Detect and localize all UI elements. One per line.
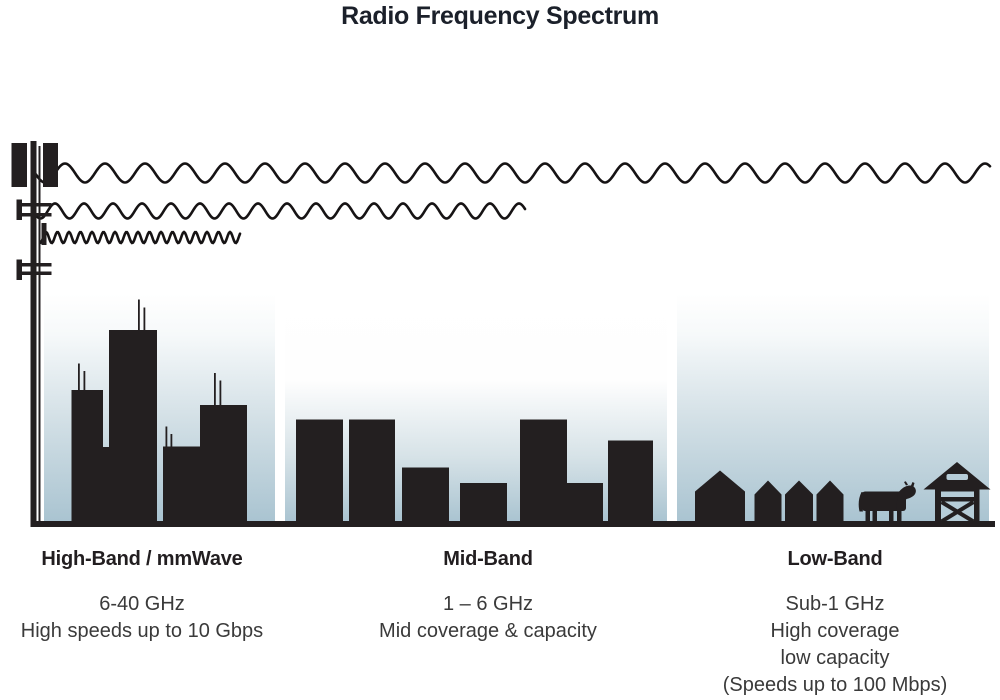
low-band-speed-note: (Speeds up to 100 Mbps) [722, 674, 948, 696]
building [520, 419, 567, 523]
building [460, 483, 507, 523]
mid-band-label: Mid-Band 1 – 6 GHz Mid coverage & capaci… [348, 548, 628, 645]
skyscraper [163, 446, 200, 523]
low-band-frequency: Sub-1 GHz [785, 593, 885, 615]
low-band-wave [34, 162, 992, 184]
high-band-frequency: 6-40 GHz [99, 593, 185, 615]
antenna-panel-right [43, 143, 58, 187]
mid-band-heading: Mid-Band [443, 548, 533, 570]
building [608, 440, 653, 523]
mid-band-frequency: 1 – 6 GHz [442, 593, 534, 615]
rural-houses [695, 470, 844, 522]
page-title: Radio Frequency Spectrum [341, 2, 659, 30]
low-band-description2: low capacity [780, 647, 890, 669]
house [785, 480, 813, 522]
low-band-label: Low-Band Sub-1 GHz High coverage low cap… [685, 548, 985, 699]
house [754, 480, 782, 522]
antenna-panel-left [11, 143, 27, 187]
barn-window-slit [946, 474, 968, 480]
city-skyline [71, 299, 247, 523]
skyscraper [109, 330, 157, 523]
low-band-description: High coverage [770, 620, 900, 642]
house [695, 470, 745, 522]
cow-icon [858, 481, 916, 522]
house [816, 480, 844, 522]
mid-band-description: Mid coverage & capacity [379, 620, 597, 642]
high-band-description: High speeds up to 10 Gbps [20, 620, 264, 642]
building [567, 483, 603, 523]
spectrum-illustration [11, 141, 995, 527]
barn-icon [923, 462, 991, 524]
high-band-heading: High-Band / mmWave [41, 548, 243, 570]
cell-tower-icon [11, 141, 58, 527]
ground-line [33, 521, 995, 527]
high-band-label: High-Band / mmWave 6-40 GHz High speeds … [2, 548, 282, 645]
suburban-buildings [296, 419, 653, 523]
skyscraper [200, 405, 247, 523]
building [296, 419, 343, 523]
building [349, 419, 395, 523]
building [402, 467, 449, 523]
low-band-heading: Low-Band [787, 548, 883, 570]
mid-band-wave [34, 202, 527, 220]
high-band-wave [38, 230, 242, 245]
skyscraper [71, 390, 103, 523]
